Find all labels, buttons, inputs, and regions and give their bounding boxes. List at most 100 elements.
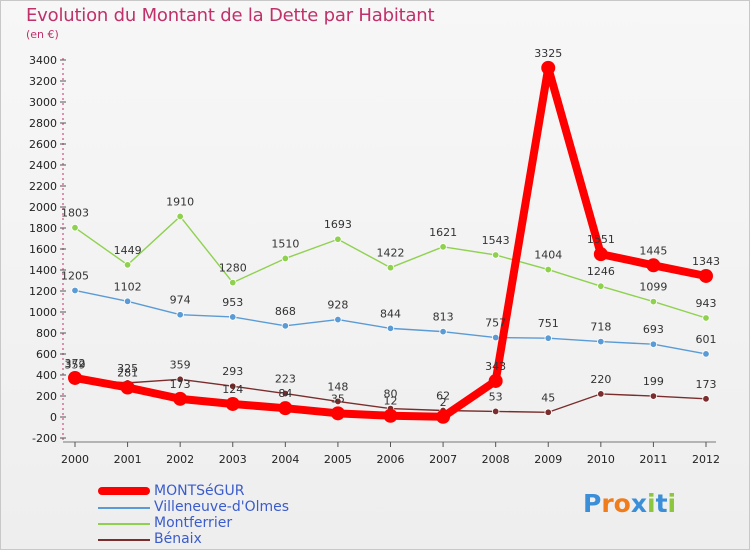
chart-title: Evolution du Montant de la Dette par Hab…	[26, 5, 435, 26]
data-point	[491, 407, 500, 416]
data-label: 1343	[692, 255, 720, 268]
data-point	[71, 286, 79, 295]
logo-letter: i	[667, 489, 677, 518]
data-point	[71, 223, 79, 232]
y-tick-label: 200	[36, 390, 57, 403]
data-point	[173, 391, 188, 406]
y-tick-label: 2000	[29, 201, 57, 214]
data-point	[593, 247, 608, 262]
series-lines	[68, 60, 713, 424]
logo-letter: t	[655, 489, 668, 518]
legend-swatch-villeneuve	[98, 507, 150, 509]
x-tick-label: 2003	[219, 453, 247, 466]
data-label: 281	[117, 366, 138, 379]
data-label: 3325	[534, 47, 562, 60]
data-label: 928	[327, 299, 348, 312]
data-label: 343	[485, 360, 506, 373]
data-label: 1422	[377, 247, 405, 260]
data-point	[646, 258, 661, 273]
data-point	[386, 324, 395, 333]
data-label: 53	[489, 390, 503, 403]
data-point	[281, 322, 290, 330]
data-label: 293	[222, 365, 243, 378]
data-label: 1551	[587, 233, 615, 246]
data-point	[278, 401, 293, 416]
data-point	[488, 373, 503, 388]
x-tick-label: 2000	[61, 453, 89, 466]
data-point	[491, 251, 500, 259]
data-label: 1445	[639, 244, 667, 257]
x-tick-label: 2010	[587, 453, 615, 466]
y-tick-label: 3000	[29, 96, 57, 109]
data-labels: 1803 1449 1910 1280 1510 1693 1422 1621 1543 1404…	[61, 47, 720, 409]
y-tick-label: 400	[36, 369, 57, 382]
data-point	[229, 313, 237, 321]
y-tick-label: 3400	[29, 54, 57, 67]
x-tick-label: 2001	[114, 453, 142, 466]
data-point	[176, 212, 184, 221]
data-label: 325	[117, 362, 138, 375]
data-point	[491, 333, 500, 342]
data-label: 372	[65, 357, 86, 370]
x-tick-label: 2006	[377, 453, 405, 466]
legend-label: Villeneuve-d'Olmes	[154, 499, 290, 515]
data-point	[597, 282, 605, 290]
data-label: 751	[538, 317, 559, 330]
data-label: 813	[433, 311, 454, 324]
proxiti-logo: Proxiti	[583, 489, 676, 518]
data-point	[176, 375, 184, 384]
data-point	[649, 340, 658, 348]
data-label: 359	[65, 358, 86, 371]
data-point	[544, 265, 552, 274]
y-tick-label: 1200	[29, 285, 57, 298]
data-point	[597, 390, 605, 398]
logo-letter: P	[583, 489, 602, 518]
y-tick-label: 800	[36, 327, 57, 340]
data-point	[68, 370, 82, 385]
axes: -200 0 200 400 600 800 1000 1200 1400 1600 1800 200…	[29, 54, 720, 466]
data-label: 1280	[219, 262, 247, 275]
x-tick-label: 2012	[692, 453, 720, 466]
x-tick-label: 2002	[166, 453, 194, 466]
data-point	[544, 334, 552, 342]
data-label: 84	[278, 387, 292, 400]
logo-letter: o	[613, 489, 631, 518]
data-label: 223	[275, 373, 296, 386]
logo-letter: r	[601, 489, 614, 518]
x-tick-label: 2009	[534, 453, 562, 466]
legend-label: MONTSéGUR	[154, 483, 245, 499]
legend-label: Montferrier	[154, 515, 233, 531]
y-tick-label: -200	[32, 432, 57, 445]
legend-swatch-benaix	[98, 539, 150, 541]
y-tick-label: 0	[50, 411, 57, 424]
x-tick-label: 2011	[639, 453, 667, 466]
x-tick-label: 2008	[482, 453, 510, 466]
data-point	[281, 254, 290, 263]
data-point	[120, 380, 135, 395]
y-tick-label: 1400	[29, 264, 57, 277]
data-label: 124	[222, 383, 243, 396]
x-tick-label: 2007	[429, 453, 457, 466]
data-label: 1693	[324, 218, 352, 231]
y-tick-label: 2600	[29, 138, 57, 151]
data-point	[702, 350, 710, 358]
y-tick-label: 3200	[29, 75, 57, 88]
data-point	[649, 392, 658, 400]
data-label: 1099	[639, 281, 667, 294]
data-label: 45	[541, 391, 555, 404]
data-label: 80	[384, 388, 398, 401]
data-label: 693	[643, 323, 664, 336]
data-point	[439, 327, 447, 336]
data-label: 1621	[429, 226, 457, 239]
data-label: 1102	[114, 280, 142, 293]
data-point	[544, 408, 552, 416]
x-tick-label: 2005	[324, 453, 352, 466]
y-tick-label: 2800	[29, 117, 57, 130]
logo-letter: i	[647, 489, 656, 518]
data-label: 1449	[114, 244, 142, 257]
data-point	[439, 243, 447, 251]
data-point	[702, 395, 710, 403]
data-point	[225, 396, 240, 411]
